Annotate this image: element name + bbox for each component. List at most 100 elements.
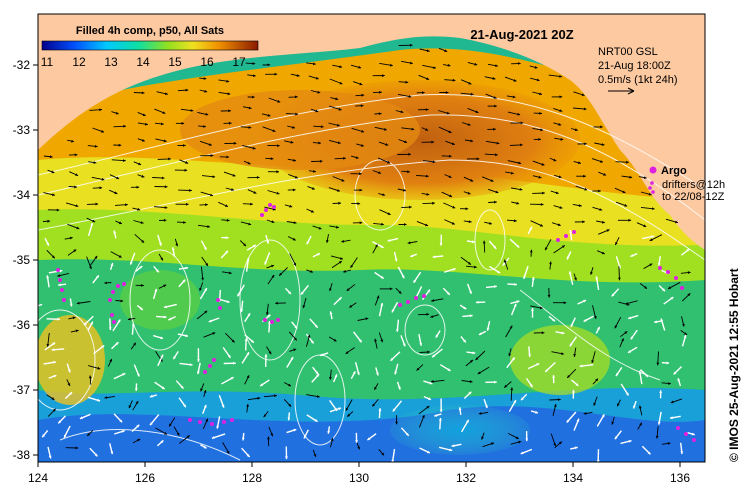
current-arrow-head — [53, 374, 57, 378]
current-arrow-head — [691, 432, 695, 436]
current-arrow-head — [542, 191, 545, 195]
current-arrow-head — [433, 66, 436, 69]
current-arrow-head — [150, 422, 153, 426]
current-arrow-head — [274, 72, 278, 76]
current-arrow-head — [381, 222, 384, 226]
current-arrow-head — [69, 392, 72, 395]
current-arrow-head — [252, 245, 256, 248]
current-arrow-head — [494, 200, 497, 204]
current-arrow-head — [422, 91, 425, 95]
current-arrow-head — [566, 419, 570, 423]
current-arrow-head — [675, 220, 678, 224]
current-arrow-head — [53, 361, 56, 364]
current-arrow-head — [567, 375, 570, 378]
current-arrow-head — [628, 350, 631, 353]
current-arrow-head — [160, 257, 163, 261]
current-arrow-head — [207, 225, 210, 228]
current-arrow-head — [276, 170, 279, 174]
current-arrow-head — [270, 433, 273, 437]
x-tick-label: 130 — [349, 471, 369, 485]
current-arrow-head — [139, 307, 143, 310]
current-arrow-head — [655, 435, 659, 439]
current-arrow-head — [104, 281, 107, 285]
current-arrow-head — [541, 331, 545, 335]
credit-text: © IMOS 25-Aug-2021 12:55 Hobart — [727, 268, 741, 462]
current-arrow-head — [212, 332, 216, 335]
current-arrow-head — [638, 405, 642, 409]
current-arrow-head — [409, 43, 413, 47]
current-arrow-head — [583, 319, 587, 322]
current-arrow-head — [338, 201, 341, 205]
current-arrow-head — [509, 325, 513, 329]
current-arrow-head — [163, 218, 167, 222]
current-arrow-head — [475, 110, 479, 113]
current-arrow-head — [452, 205, 456, 209]
current-arrow-head — [451, 444, 455, 448]
current-arrow-head — [285, 456, 288, 460]
current-arrow-head — [97, 366, 101, 370]
current-arrow-head — [496, 141, 500, 145]
current-arrow-head — [471, 240, 475, 244]
current-arrow-head — [338, 407, 342, 411]
current-arrow-head — [293, 348, 297, 352]
current-arrow-head — [343, 156, 346, 160]
drifter-track — [108, 282, 126, 324]
current-arrow-head — [625, 392, 629, 396]
current-arrow-head — [651, 207, 655, 210]
current-arrow-head — [358, 339, 362, 343]
current-arrow-head — [426, 450, 430, 454]
current-arrow-head — [518, 161, 522, 165]
current-arrow-head — [92, 219, 96, 223]
drifter-track — [398, 294, 426, 307]
current-arrow-head — [161, 122, 164, 126]
argo-legend: Argo drifters@12h to 22/08-12Z — [648, 165, 725, 203]
current-arrow-head — [602, 220, 605, 224]
current-arrow-head — [319, 159, 323, 163]
current-arrow-head — [452, 268, 456, 271]
current-arrow-head — [425, 223, 428, 227]
current-arrow-head — [611, 293, 615, 297]
current-arrow-head — [413, 279, 417, 283]
current-arrow-head — [118, 255, 122, 258]
colorbar-tick: 16 — [200, 55, 214, 69]
current-arrow-head — [387, 212, 391, 215]
current-arrow-head — [83, 322, 87, 326]
current-arrow-head — [539, 223, 543, 227]
current-arrow-head — [246, 352, 249, 356]
current-arrow-head — [481, 436, 484, 440]
current-arrow-head — [337, 189, 340, 192]
current-arrow-head — [405, 432, 409, 436]
current-arrow-head — [339, 65, 343, 69]
current-arrow-head — [405, 80, 409, 84]
current-arrow-head — [205, 418, 208, 422]
current-arrow-head — [561, 331, 565, 335]
current-arrow-head — [372, 403, 376, 407]
current-arrow-head — [472, 351, 476, 355]
current-arrow-head — [680, 451, 684, 454]
current-arrow-head — [552, 318, 555, 322]
current-arrow-head — [122, 373, 126, 376]
current-arrow-head — [203, 404, 207, 408]
current-arrow-head — [447, 63, 451, 67]
current-arrow-head — [57, 274, 61, 277]
current-arrow-head — [485, 405, 488, 408]
current-arrow-head — [389, 287, 393, 291]
current-arrow-head — [578, 161, 581, 165]
current-arrow-head — [226, 79, 230, 83]
current-arrow-head — [600, 125, 603, 129]
drifter-track — [216, 298, 222, 310]
current-arrow-head — [135, 401, 139, 404]
current-arrow-head — [360, 144, 364, 147]
current-arrow-head — [162, 111, 166, 114]
current-arrow-head — [136, 424, 140, 428]
current-arrow-head — [451, 221, 455, 225]
current-arrow-head — [243, 243, 246, 247]
current-arrow-head — [140, 221, 144, 224]
current-arrow-head — [555, 191, 559, 195]
current-arrow-head — [210, 193, 213, 197]
current-arrow — [38, 303, 43, 307]
current-arrow-head — [624, 203, 628, 207]
current-arrow-head — [486, 327, 490, 331]
current-arrow-head — [579, 364, 583, 368]
